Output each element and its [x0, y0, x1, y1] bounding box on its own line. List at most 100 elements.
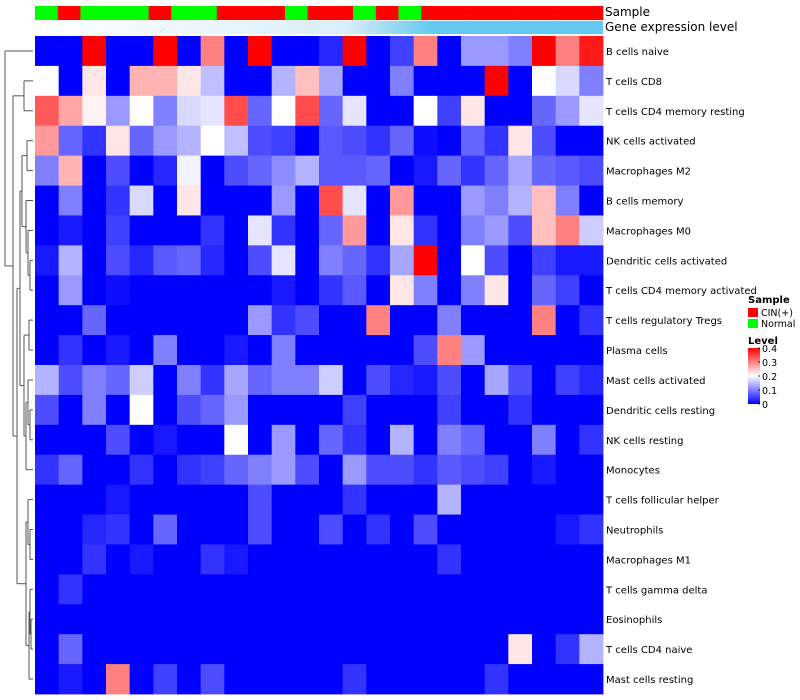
heatmap-cell	[35, 484, 60, 515]
heatmap-cell	[437, 664, 462, 695]
row-label: T cells regulatory Tregs	[605, 316, 722, 327]
expression-track-label: Gene expression level	[605, 20, 738, 34]
heatmap-cell	[508, 185, 533, 216]
heatmap-cell	[342, 215, 367, 246]
heatmap-cell	[437, 215, 462, 246]
heatmap-cell	[153, 275, 178, 306]
sample-annotation-cell	[57, 6, 81, 20]
heatmap-cell	[579, 185, 604, 216]
heatmap-cell	[177, 604, 202, 635]
heatmap-cell	[366, 365, 391, 396]
heatmap-cell	[390, 155, 415, 186]
heatmap-cell	[82, 95, 107, 127]
heatmap-cell	[413, 634, 438, 665]
heatmap-cell	[200, 185, 225, 216]
heatmap-cell	[35, 574, 60, 605]
heatmap-cell	[413, 454, 438, 486]
heatmap-cell	[319, 275, 344, 306]
heatmap-cell	[555, 95, 580, 127]
heatmap-cell	[532, 394, 557, 426]
heatmap-cell	[200, 245, 225, 276]
heatmap-cell	[366, 36, 391, 67]
heatmap-cell	[224, 65, 249, 97]
sample-annotation-cell	[125, 6, 149, 20]
heatmap-cell	[342, 454, 367, 486]
heatmap-cell	[484, 574, 509, 605]
heatmap-cell	[555, 604, 580, 635]
legend-level-tick-label: 0	[762, 400, 768, 411]
row-label: T cells gamma delta	[605, 585, 707, 596]
heatmap-cell	[508, 215, 533, 246]
heatmap-cell	[35, 335, 60, 366]
heatmap-cell	[177, 215, 202, 246]
heatmap-cell	[200, 454, 225, 486]
heatmap-cell	[82, 155, 107, 186]
heatmap-cell	[295, 245, 320, 276]
heatmap-cell	[153, 574, 178, 605]
heatmap-cell	[342, 305, 367, 336]
heatmap-cell	[508, 125, 533, 157]
heatmap-cell	[555, 65, 580, 97]
heatmap-cell	[129, 245, 154, 276]
heatmap-cell	[177, 125, 202, 157]
heatmap-cell	[224, 155, 249, 186]
heatmap-cell	[153, 305, 178, 336]
heatmap-cell	[555, 335, 580, 366]
heatmap-cell	[106, 245, 131, 276]
heatmap-cell	[437, 574, 462, 605]
heatmap-cell	[106, 514, 131, 545]
heatmap-cell	[342, 155, 367, 186]
sample-annotation-cell	[239, 6, 263, 20]
heatmap-cell	[342, 424, 367, 456]
heatmap-cell	[82, 424, 107, 456]
heatmap-cell	[58, 634, 83, 665]
heatmap-cell	[200, 365, 225, 396]
heatmap-cell	[129, 484, 154, 515]
heatmap-cell	[153, 454, 178, 486]
heatmap-cell	[579, 454, 604, 486]
heatmap-cell	[35, 454, 60, 486]
heatmap-cell	[58, 484, 83, 515]
heatmap-cell	[129, 424, 154, 456]
heatmap-cell	[271, 155, 296, 186]
heatmap-cell	[437, 125, 462, 157]
heatmap-cell	[342, 634, 367, 665]
heatmap-cell	[555, 634, 580, 665]
heatmap-cell	[248, 335, 273, 366]
heatmap-cell	[295, 95, 320, 127]
heatmap-cell	[437, 544, 462, 575]
heatmap-cell	[508, 95, 533, 127]
heatmap-cell	[532, 484, 557, 515]
legend-level-tick-label: 0.2	[762, 372, 777, 383]
sample-annotation-track	[35, 6, 604, 20]
heatmap-cell	[484, 36, 509, 67]
legend-swatch-cin	[748, 308, 758, 317]
heatmap-cell	[200, 125, 225, 157]
heatmap-cell	[342, 574, 367, 605]
heatmap-cell	[177, 275, 202, 306]
heatmap-cell	[271, 305, 296, 336]
heatmap-cell	[153, 155, 178, 186]
heatmap-cell	[82, 604, 107, 635]
sample-annotation-cell	[580, 6, 604, 20]
heatmap-cell	[390, 634, 415, 665]
heatmap-cell	[319, 574, 344, 605]
heatmap-cell	[484, 454, 509, 486]
heatmap-cell	[484, 335, 509, 366]
heatmap-cell	[129, 95, 154, 127]
heatmap-cell	[200, 394, 225, 426]
heatmap-cell	[177, 245, 202, 276]
heatmap-cell	[484, 544, 509, 575]
sample-annotation-cell	[35, 6, 59, 20]
legend-level-tick-label: 0.3	[762, 358, 777, 369]
heatmap-cell	[366, 275, 391, 306]
heatmap-cell	[413, 484, 438, 515]
row-label: Plasma cells	[606, 346, 668, 357]
heatmap-cell	[271, 394, 296, 426]
heatmap-cell	[437, 365, 462, 396]
heatmap-cell	[555, 664, 580, 695]
heatmap-cell	[248, 36, 273, 67]
heatmap-cell	[82, 365, 107, 396]
heatmap-cell	[295, 365, 320, 396]
heatmap-cell	[532, 604, 557, 635]
